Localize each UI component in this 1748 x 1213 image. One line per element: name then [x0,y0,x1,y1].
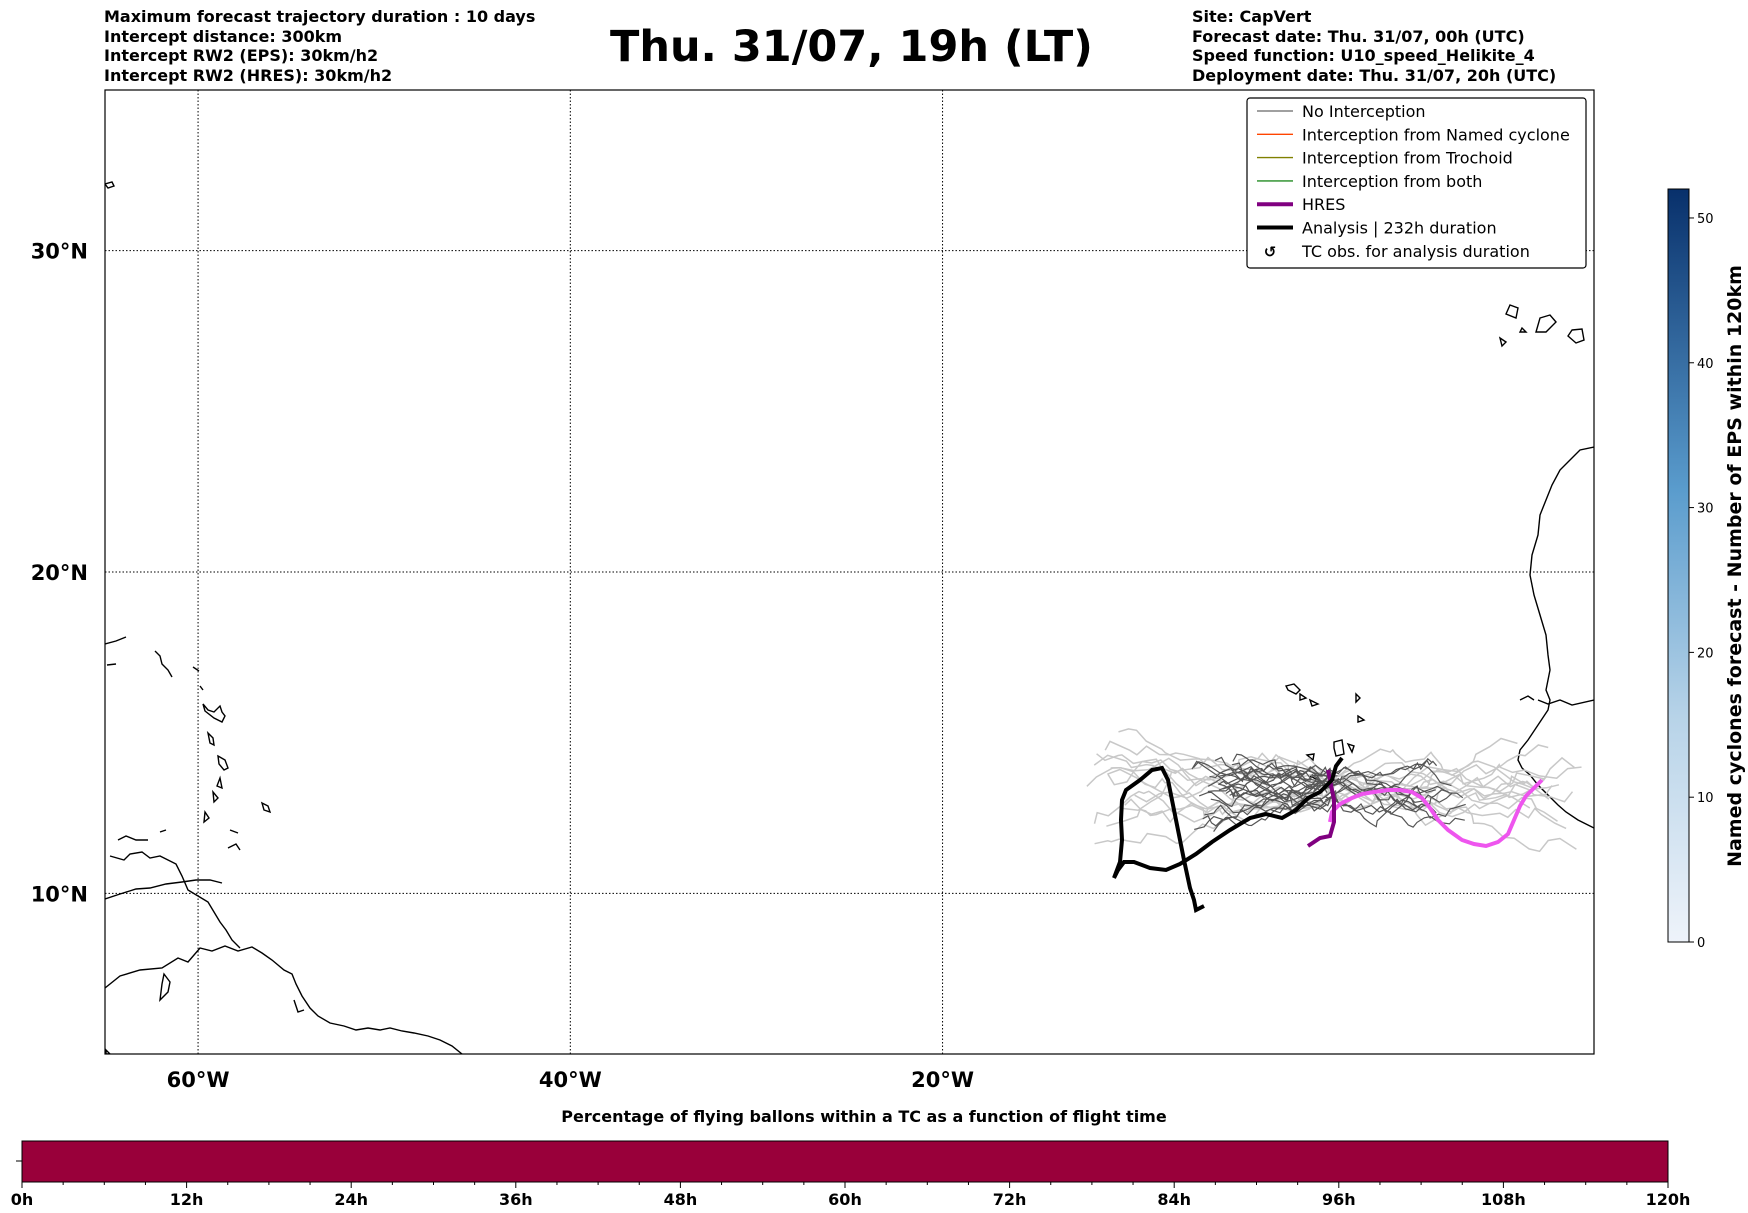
header-right-line: Site: CapVert [1192,7,1312,26]
legend-label: HRES [1302,195,1345,214]
eps-trajectory [1232,753,1338,781]
analysis-trajectory [1112,756,1344,913]
legend-label: Interception from both [1302,172,1482,191]
eps-trajectory [1107,768,1322,822]
header-right-line: Forecast date: Thu. 31/07, 00h (UTC) [1192,26,1525,46]
legend-box [1246,97,1587,269]
eps-trajectory [1232,768,1326,798]
flight-time-bar-title: Percentage of flying ballons within a TC… [561,1107,1167,1126]
map-panel: 60°W 40°W 20°W 30°N 20°N 10°N [31,89,1595,1092]
tc-obs-symbol-icon: ↺ [1264,243,1277,261]
colorbar-tick-label: 10 [1697,791,1714,806]
flight-time-tick-label: 108h [1481,1190,1526,1209]
longitude-label: 60°W [167,1068,230,1092]
colorbar-tick-label: 40 [1697,357,1714,372]
latitude-labels: 30°N 20°N 10°N [31,240,88,907]
flight-time-tick-label: 48h [664,1190,698,1209]
colorbar-tick-label: 20 [1697,646,1714,661]
flight-time-tick-label: 24h [334,1190,368,1209]
flight-time-bar: 0h 12h 24h 36h 48h 60h 72h 84h 96h 108h 120h [11,1140,1691,1209]
flight-time-tick-label: 84h [1157,1190,1191,1209]
flight-time-tick-label: 36h [499,1190,533,1209]
cyclone-colorbar: 0 10 20 30 40 50 Named cyclones forecast - Nu… [1667,188,1746,951]
map-frame [104,89,1595,1055]
colorbar-fill [1667,188,1690,943]
legend-label: No Interception [1302,102,1426,121]
eps-trajectory [1096,753,1324,814]
longitude-label: 40°W [539,1068,602,1092]
eps-trajectory [1336,786,1577,853]
colorbar-tick-label: 50 [1697,212,1714,227]
map-legend: No Interception Interception from Named c… [1246,97,1587,269]
header-left-line: Intercept distance: 300km [104,26,343,46]
eps-trajectory [1231,762,1340,784]
flight-time-tick-label: 12h [170,1190,204,1209]
eps-trajectory [1218,767,1328,794]
legend-label: Interception from Named cyclone [1302,125,1570,144]
eps-trajectory [1207,764,1328,790]
longitude-labels: 60°W 40°W 20°W [167,1068,974,1092]
colorbar-tick-label: 0 [1697,936,1705,951]
header-left-line: Intercept RW2 (HRES): 30km/h2 [104,65,393,85]
eps-trajectory [1204,793,1329,827]
coastline-africa [1284,304,1594,829]
flight-time-tick-label: 72h [993,1190,1027,1209]
latitude-label: 30°N [31,240,88,264]
colorbar-label: Named cyclones forecast - Number of EPS … [1724,265,1746,867]
latitude-label: 20°N [31,561,88,585]
latitude-label: 10°N [31,882,88,906]
eps-trajectory [1325,763,1452,787]
eps-trajectory [1118,728,1338,780]
coastline-americas [105,181,464,1054]
flight-time-bar-fill [21,1140,1669,1183]
eps-trajectory [1124,786,1336,824]
legend-label: TC obs. for analysis duration [1301,242,1530,261]
eps-trajectory [1104,740,1332,790]
eps-trajectory [1324,785,1423,828]
eps-trajectory [1324,766,1453,804]
eps-trajectory [1330,777,1464,799]
eps-trajectory [1229,764,1331,796]
page-title: Thu. 31/07, 19h (LT) [610,22,1093,72]
header-left-line: Intercept RW2 (EPS): 30km/h2 [104,46,379,65]
hres-trajectory-forecast [1328,778,1544,849]
flight-time-tick-label: 60h [828,1190,862,1209]
eps-trajectory [1093,790,1334,824]
flight-time-tick-label: 120h [1646,1190,1691,1209]
flight-time-ticks: 0h 12h 24h 36h 48h 60h 72h 84h 96h 108h 120h [11,1182,1691,1209]
eps-trajectory [1323,791,1437,814]
flight-time-tick-label: 0h [11,1190,34,1209]
header-left-info: Maximum forecast trajectory duration : 1… [104,7,535,85]
header-right-line: Speed function: U10_speed_Helikite_4 [1192,46,1535,65]
header-left-line: Maximum forecast trajectory duration : 1… [104,7,536,26]
legend-label: Analysis | 232h duration [1302,219,1497,238]
header-right-info: Site: CapVert Forecast date: Thu. 31/07,… [1192,7,1556,85]
colorbar-tick-label: 30 [1697,502,1714,517]
header-right-line: Deployment date: Thu. 31/07, 20h (UTC) [1192,65,1557,85]
legend-label: Interception from Trochoid [1302,149,1513,168]
eps-trajectory [1331,763,1582,800]
colorbar-ticks: 0 10 20 30 40 50 [1689,212,1714,951]
eps-trajectory [1337,737,1518,778]
eps-trajectory [1222,783,1337,812]
longitude-label: 20°W [911,1068,974,1092]
eps-trajectory [1198,779,1322,808]
flight-time-tick-label: 96h [1322,1190,1356,1209]
